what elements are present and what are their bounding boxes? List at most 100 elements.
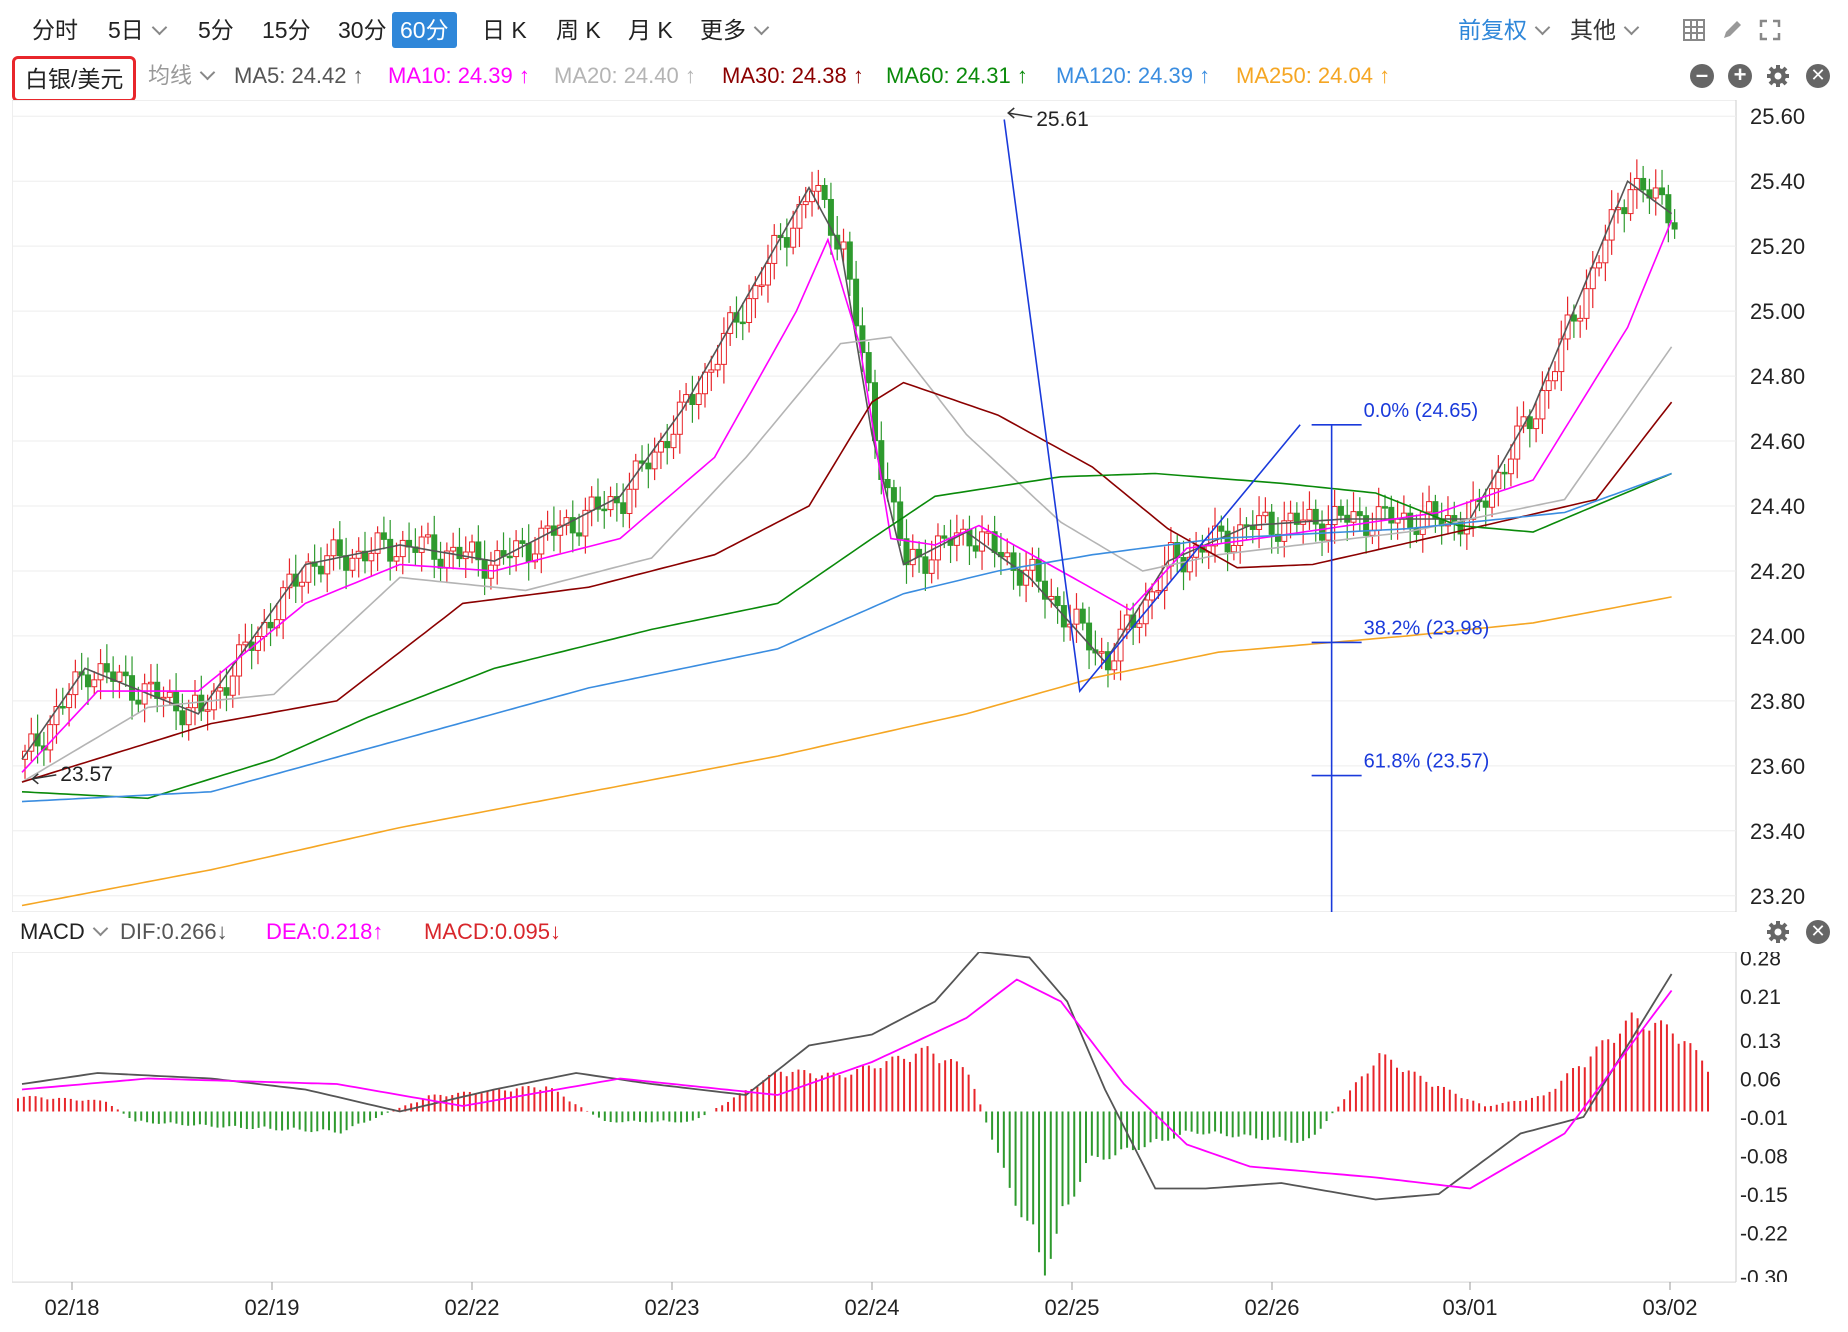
y-tick-label: 25.00 [1750,299,1805,324]
candle-body [204,709,211,712]
adjust-label: 前复权 [1458,17,1527,43]
macd-y-tick-label: -0.15 [1740,1184,1788,1207]
candle-body [217,687,224,692]
candle-body [267,621,274,629]
candlestick-chart[interactable]: 0.0% (24.65) 38.2% (23.98) 61.8% (23.57) 2… [12,100,1836,912]
candle-body [1596,262,1603,269]
candle-body [840,241,847,250]
candle-body [280,587,287,621]
candle-body [1306,508,1313,521]
ma30-value: MA30: 24.38 ↑ [722,63,864,88]
macd-y-tick-label: 0.21 [1740,986,1781,1009]
candle-body [853,278,860,327]
candle-body [1602,239,1609,264]
dif-value: DIF:0.266↓ [120,919,228,944]
candle-body [1054,595,1061,607]
tab-weekly-k[interactable]: 周 K [556,17,601,43]
low-label: 23.57 [60,763,113,786]
candle-body [1048,595,1055,600]
macd-selector[interactable]: MACD [20,916,109,948]
y-axis-ticks: 25.60 25.40 25.20 25.00 24.80 24.60 24.40 24.20… [1750,104,1805,909]
candle-body [1293,512,1300,525]
fullscreen-icon[interactable] [1758,18,1782,42]
tab-60min[interactable]: 60分 [392,12,457,48]
ma10-line [21,219,1673,773]
candle-body [1495,471,1502,490]
candle-body [330,539,337,557]
ma120-line [21,472,1672,803]
tab-5day[interactable]: 5日 [100,12,173,48]
candle-body [1331,505,1338,526]
candle-body [922,556,929,574]
candle-body [1533,418,1540,430]
macd-value: MACD:0.095↓ [424,919,561,944]
candle-body [481,559,488,579]
candle-body [343,555,350,571]
candle-body [1136,623,1143,628]
gear-icon[interactable] [1766,920,1790,944]
tab-monthly-k[interactable]: 月 K [628,17,673,43]
zoom-in-icon[interactable]: + [1728,64,1752,88]
other-dropdown[interactable]: 其他 [1570,12,1640,48]
symbol-title[interactable]: 白银/美元 [12,56,137,102]
y-tick-label: 23.60 [1750,754,1805,779]
fib-trend-line [1003,119,1301,694]
close-icon[interactable]: ✕ [1806,920,1830,944]
candle-body [1545,380,1552,392]
candle-body [544,525,551,529]
high-label: 25.61 [1036,108,1089,131]
macd-y-tick-label: 0.06 [1740,1069,1781,1092]
pencil-icon[interactable] [1720,18,1744,42]
grid-icon[interactable] [1682,18,1706,42]
y-tick-label: 24.20 [1750,559,1805,584]
tab-timeshare[interactable]: 分时 [32,17,78,43]
candle-body [399,539,406,558]
candle-body [1426,501,1433,513]
x-tick-label: 02/18 [44,1295,99,1320]
candle-body [166,691,173,698]
candle-body [1281,520,1288,542]
candle-body [827,198,834,236]
tab-daily-k[interactable]: 日 K [482,17,527,43]
candle-body [349,557,356,571]
candle-body [418,536,425,553]
candle-body [1356,511,1363,517]
ma30-line [21,381,1673,783]
fib-level-label: 38.2% (23.98) [1364,617,1490,639]
fib-level-label: 0.0% (24.65) [1364,400,1479,422]
candle-body [1363,515,1370,536]
candle-body [1507,458,1514,475]
close-icon[interactable]: ✕ [1806,64,1830,88]
candle-body [1098,651,1105,654]
candle-body [387,538,394,562]
candle-body [1312,508,1319,525]
tab-more-label: 更多 [700,17,746,43]
y-tick-label: 24.60 [1750,429,1805,454]
macd-chart[interactable]: 0.28 0.21 0.13 0.06 -0.01 -0.08 -0.15 -0.22 -0.3… [12,952,1836,1282]
gear-icon[interactable] [1766,64,1790,88]
candle-body [91,679,98,688]
candle-body [1640,177,1647,191]
candle-body [664,441,671,449]
tab-more[interactable]: 更多 [692,12,775,48]
candle-body [1388,506,1395,524]
ma-selector[interactable]: 均线 [148,60,216,92]
candle-body [764,262,771,286]
candle-body [607,496,614,511]
macd-legend-bar: MACD DIF:0.266↓ DEA:0.218↑ MACD:0.095↓ ✕ [12,912,1840,952]
adjust-dropdown[interactable]: 前复权 [1458,12,1551,48]
tab-30min[interactable]: 30分 [338,17,387,43]
candle-body [506,555,513,559]
candle-body [1589,267,1596,290]
candle-body [1149,591,1156,601]
candle-body [884,478,891,489]
tab-15min[interactable]: 15分 [262,17,311,43]
candle-body [192,694,198,709]
candle-body [966,528,973,547]
ma60-value: MA60: 24.31 ↑ [886,63,1028,88]
y-tick-label: 25.60 [1750,104,1805,129]
zoom-out-icon[interactable]: – [1690,64,1714,88]
tab-5min[interactable]: 5分 [198,17,234,43]
candle-body [456,546,463,560]
candle-body [179,710,186,726]
